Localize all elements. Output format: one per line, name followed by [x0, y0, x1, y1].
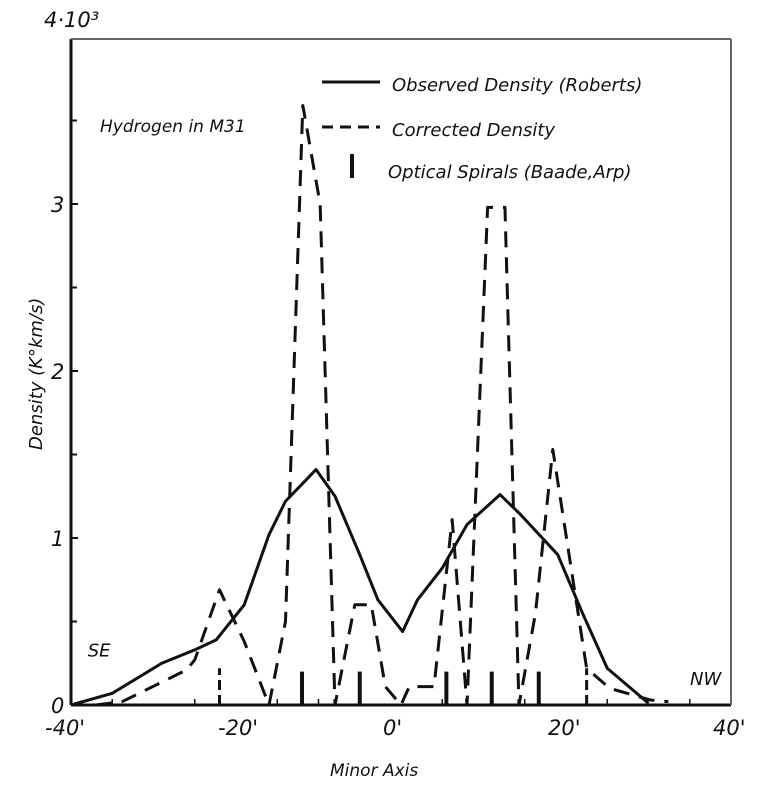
y-scale-label: 4·10³ — [44, 8, 99, 32]
series-layer — [70, 103, 669, 707]
y-tick-label: 0 — [51, 694, 64, 718]
legend: Observed Density (Roberts) Corrected Den… — [322, 75, 642, 183]
plot-frame — [69, 38, 732, 707]
y-tick-label: 3 — [51, 193, 64, 217]
axis-ticks: 0 1 2 3 -40' -20' 0' 20' 40' — [45, 119, 746, 740]
region-label: SE — [88, 641, 111, 662]
legend-item-spirals: Optical Spirals (Baade,Arp) — [388, 162, 632, 183]
x-tick-label: -40' — [45, 716, 85, 740]
legend-item-corrected: Corrected Density — [392, 120, 555, 141]
observed-density-line — [70, 468, 650, 707]
y-tick-label: 1 — [51, 527, 64, 551]
legend-item-observed: Observed Density (Roberts) — [392, 75, 642, 96]
x-tick-label: 40' — [713, 716, 746, 740]
x-tick-label: 20' — [548, 716, 581, 740]
y-tick-label: 2 — [51, 360, 64, 384]
corrected-density-line — [95, 103, 669, 707]
x-tick-label: -20' — [218, 716, 258, 740]
region-label: NW — [690, 669, 722, 690]
y-axis-label: Density (K°km/s) — [26, 298, 47, 450]
x-axis-label: Minor Axis — [330, 761, 418, 781]
x-tick-label: 0' — [383, 716, 402, 740]
chart-title: Hydrogen in M31 — [100, 117, 246, 137]
annotations: SE NW — [88, 641, 723, 690]
